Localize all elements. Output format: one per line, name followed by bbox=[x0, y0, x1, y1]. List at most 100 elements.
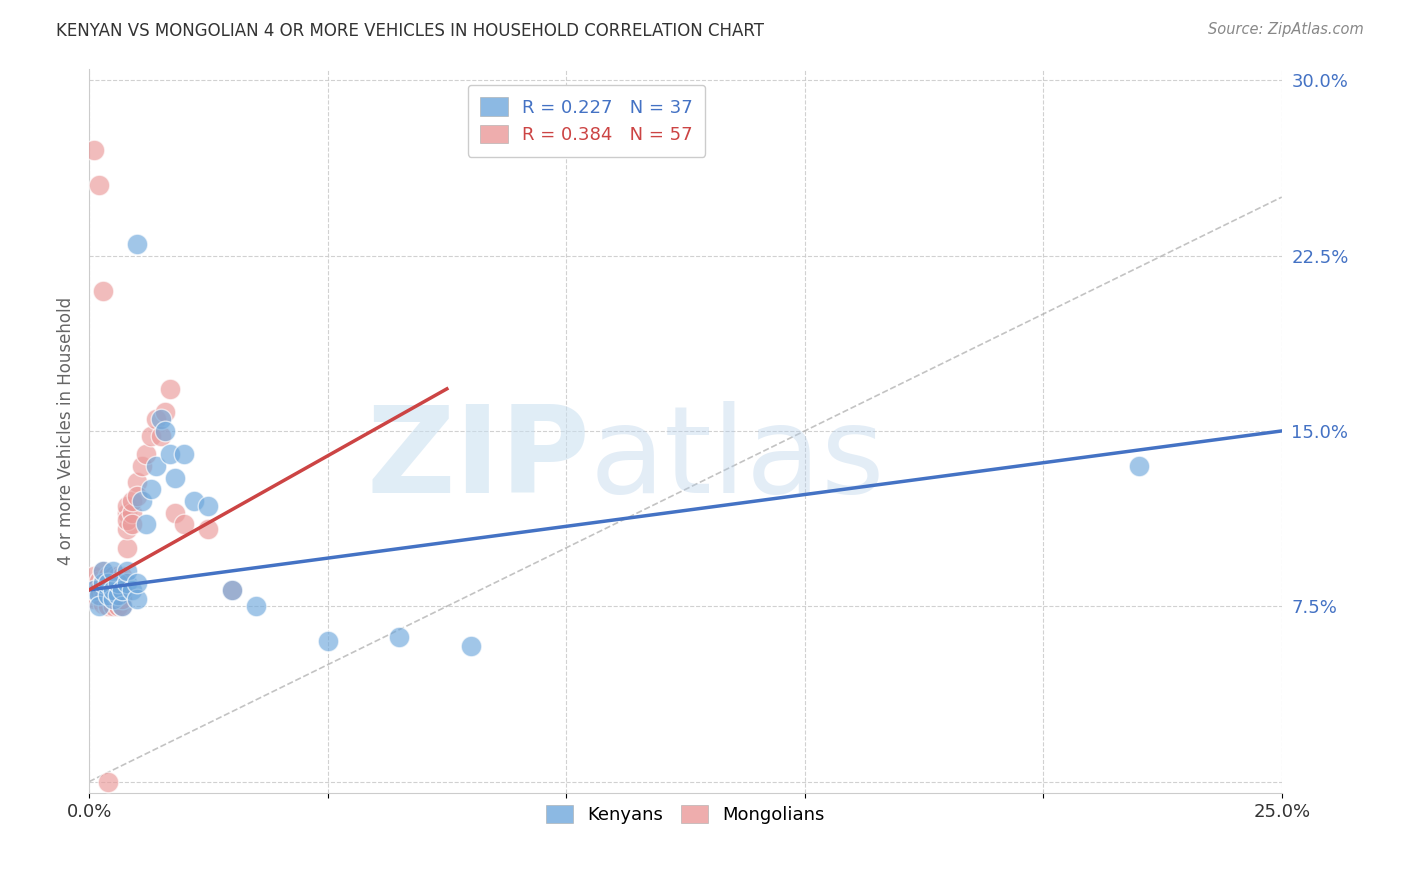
Point bbox=[101, 582, 124, 597]
Point bbox=[101, 578, 124, 592]
Point bbox=[97, 599, 120, 614]
Point bbox=[107, 569, 129, 583]
Point bbox=[93, 564, 115, 578]
Point bbox=[83, 569, 105, 583]
Point bbox=[107, 588, 129, 602]
Point bbox=[93, 564, 115, 578]
Point bbox=[221, 582, 243, 597]
Text: KENYAN VS MONGOLIAN 4 OR MORE VEHICLES IN HOUSEHOLD CORRELATION CHART: KENYAN VS MONGOLIAN 4 OR MORE VEHICLES I… bbox=[56, 22, 765, 40]
Point bbox=[97, 588, 120, 602]
Point bbox=[139, 428, 162, 442]
Point bbox=[121, 506, 143, 520]
Point bbox=[125, 592, 148, 607]
Point bbox=[121, 494, 143, 508]
Point bbox=[111, 592, 134, 607]
Point bbox=[87, 588, 110, 602]
Point bbox=[1128, 458, 1150, 473]
Point bbox=[83, 592, 105, 607]
Point bbox=[115, 513, 138, 527]
Point bbox=[101, 592, 124, 607]
Point bbox=[97, 575, 120, 590]
Point bbox=[87, 599, 110, 614]
Point bbox=[97, 774, 120, 789]
Point bbox=[101, 588, 124, 602]
Point bbox=[135, 517, 157, 532]
Point bbox=[107, 578, 129, 592]
Point bbox=[139, 483, 162, 497]
Point bbox=[93, 575, 115, 590]
Point bbox=[111, 569, 134, 583]
Point bbox=[145, 458, 167, 473]
Point bbox=[93, 574, 115, 588]
Point bbox=[115, 575, 138, 590]
Point bbox=[107, 588, 129, 602]
Point bbox=[101, 592, 124, 607]
Point bbox=[149, 428, 172, 442]
Point bbox=[131, 458, 153, 473]
Point bbox=[173, 447, 195, 461]
Point bbox=[107, 599, 129, 614]
Point bbox=[107, 575, 129, 590]
Point bbox=[131, 494, 153, 508]
Point bbox=[93, 582, 115, 597]
Text: atlas: atlas bbox=[591, 401, 886, 518]
Point bbox=[111, 588, 134, 602]
Point bbox=[149, 412, 172, 426]
Point bbox=[87, 582, 110, 597]
Point bbox=[115, 506, 138, 520]
Point bbox=[87, 588, 110, 602]
Point bbox=[163, 506, 186, 520]
Point bbox=[115, 522, 138, 536]
Point bbox=[145, 412, 167, 426]
Point bbox=[101, 599, 124, 614]
Point bbox=[115, 499, 138, 513]
Point bbox=[93, 597, 115, 611]
Point bbox=[101, 569, 124, 583]
Point bbox=[83, 582, 105, 597]
Point bbox=[97, 578, 120, 592]
Point bbox=[87, 574, 110, 588]
Point bbox=[111, 599, 134, 614]
Point bbox=[83, 582, 105, 597]
Point bbox=[97, 582, 120, 597]
Point bbox=[111, 578, 134, 592]
Point bbox=[135, 447, 157, 461]
Point bbox=[155, 424, 177, 438]
Point bbox=[245, 599, 267, 614]
Y-axis label: 4 or more Vehicles in Household: 4 or more Vehicles in Household bbox=[58, 297, 75, 565]
Point bbox=[197, 522, 219, 536]
Point bbox=[125, 575, 148, 590]
Point bbox=[125, 236, 148, 251]
Text: Source: ZipAtlas.com: Source: ZipAtlas.com bbox=[1208, 22, 1364, 37]
Point bbox=[460, 639, 482, 653]
Point bbox=[388, 630, 411, 644]
Point bbox=[111, 582, 134, 597]
Point bbox=[173, 517, 195, 532]
Legend: Kenyans, Mongolians: Kenyans, Mongolians bbox=[534, 794, 837, 835]
Point bbox=[111, 582, 134, 597]
Point bbox=[87, 178, 110, 193]
Point bbox=[97, 588, 120, 602]
Point bbox=[111, 599, 134, 614]
Point bbox=[121, 517, 143, 532]
Point bbox=[125, 490, 148, 504]
Point bbox=[97, 569, 120, 583]
Point bbox=[121, 582, 143, 597]
Point bbox=[155, 405, 177, 419]
Point bbox=[115, 564, 138, 578]
Point bbox=[183, 494, 205, 508]
Point bbox=[93, 284, 115, 298]
Point bbox=[197, 499, 219, 513]
Text: ZIP: ZIP bbox=[366, 401, 591, 518]
Point bbox=[83, 144, 105, 158]
Point bbox=[93, 592, 115, 607]
Point bbox=[125, 475, 148, 490]
Point bbox=[316, 634, 339, 648]
Point bbox=[101, 564, 124, 578]
Point bbox=[159, 447, 181, 461]
Point bbox=[163, 471, 186, 485]
Point bbox=[101, 582, 124, 597]
Point bbox=[221, 582, 243, 597]
Point bbox=[115, 541, 138, 555]
Point bbox=[159, 382, 181, 396]
